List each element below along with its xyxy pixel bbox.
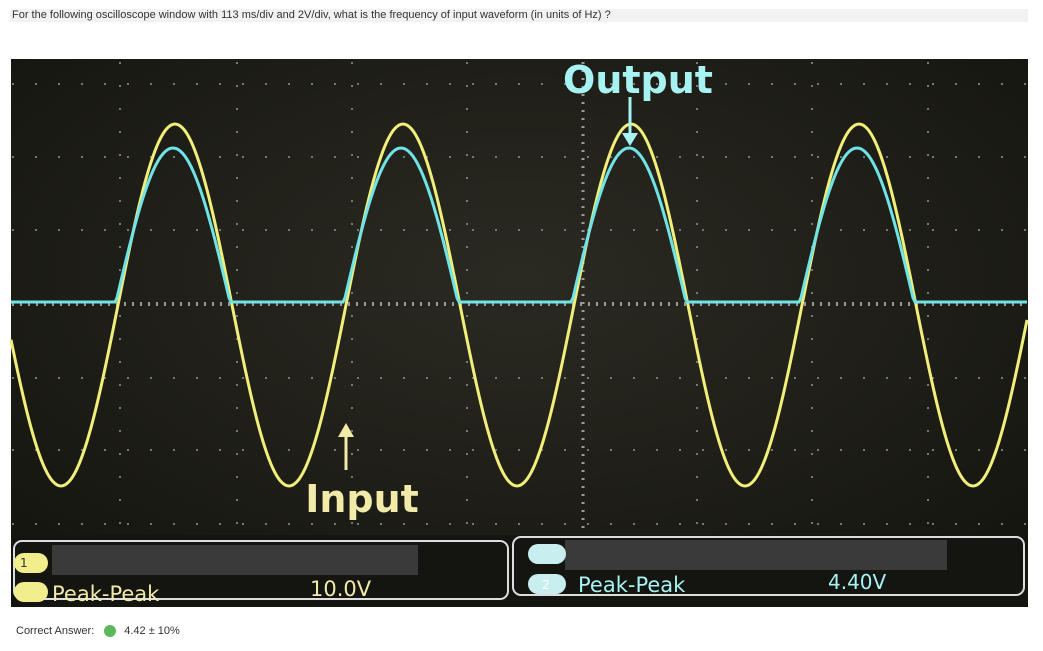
channel2-badge <box>528 544 566 564</box>
channel2-number: 2 <box>542 578 550 592</box>
question: For the following oscilloscope window wi… <box>10 9 1028 22</box>
channel2-bar <box>565 540 947 570</box>
answer-value: 4.42 ± 10% <box>124 625 180 637</box>
output-arrowhead <box>622 133 638 146</box>
channel1-reading: 10.0V <box>310 577 372 601</box>
channel1-box <box>13 540 509 600</box>
channel1-bar <box>52 545 418 575</box>
channel2-box <box>512 536 1025 596</box>
input-wave <box>9 122 1029 488</box>
grid <box>12 62 1026 532</box>
output-label: Output <box>563 58 713 102</box>
input-arrowhead <box>338 423 354 437</box>
check-icon <box>104 625 117 637</box>
channel2-reading: 4.40V <box>828 570 887 594</box>
answer: Correct Answer: 4.42 ± 10% <box>16 625 180 637</box>
channel1-measure: Peak-Peak <box>52 582 160 606</box>
output-wave <box>11 146 1027 304</box>
channel2-measure: Peak-Peak <box>578 573 686 597</box>
input-label: Input <box>305 477 419 521</box>
channel1-badge-2 <box>14 582 48 602</box>
answer-label: Correct Answer: <box>16 625 95 637</box>
channel1-badge <box>14 553 48 573</box>
channel2-badge-2 <box>528 574 566 594</box>
channel1-number: 1 <box>20 556 28 570</box>
